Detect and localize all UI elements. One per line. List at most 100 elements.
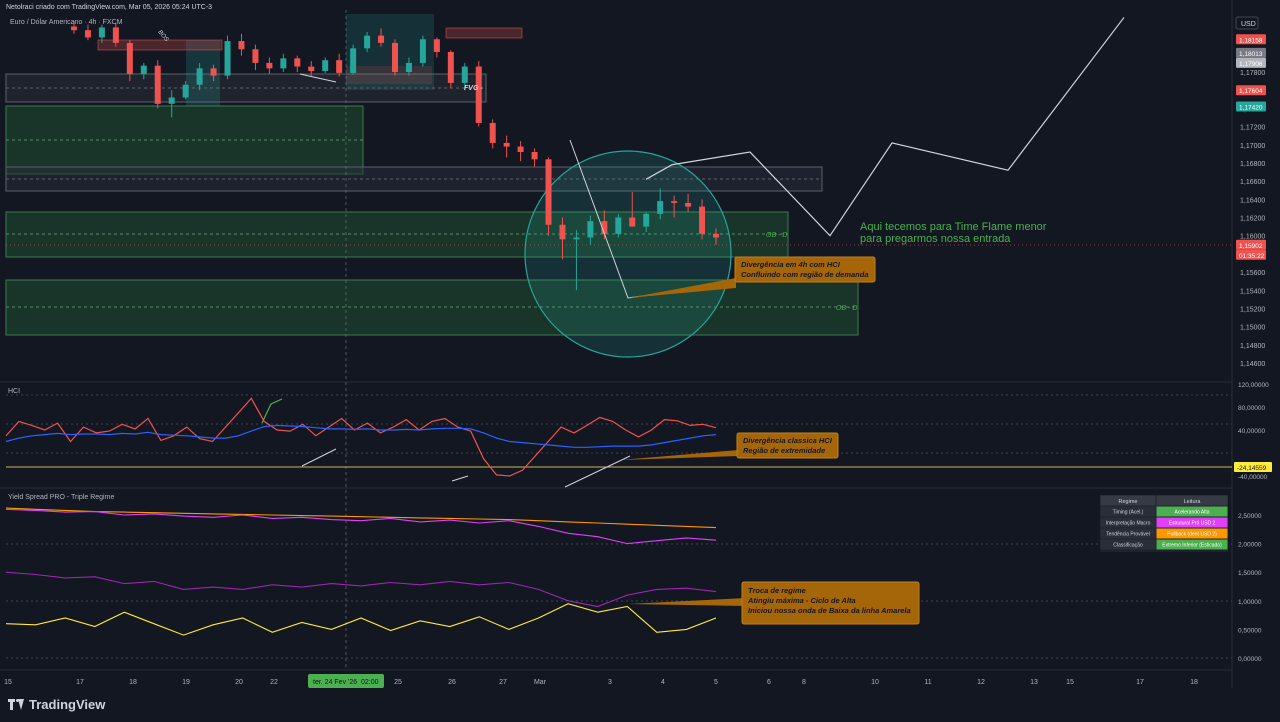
callout-box-1[interactable] bbox=[734, 256, 876, 283]
time-axis-label: 26 bbox=[448, 679, 456, 686]
crosshair-date: ter. 24 Fev '26 bbox=[313, 679, 357, 686]
yield-scale-label: 1,00000 bbox=[1238, 599, 1262, 606]
hci-scale-label: 120,00000 bbox=[1238, 382, 1269, 389]
table-label-cell bbox=[1100, 506, 1156, 517]
price-scale-label: 1,15400 bbox=[1240, 288, 1265, 295]
divergence-line-hci[interactable] bbox=[564, 455, 631, 488]
candle bbox=[671, 195, 678, 218]
hci-current-tag-text: -24,14559 bbox=[1237, 465, 1267, 472]
yield-scale-label: 1,50000 bbox=[1238, 570, 1262, 577]
price-scale-label: 1,17000 bbox=[1240, 143, 1265, 150]
price-scale-label: 1,14800 bbox=[1240, 343, 1265, 350]
table-row-value: Acelerando Alta bbox=[1174, 510, 1209, 516]
yield-series-orange bbox=[5, 507, 717, 529]
hci-scale-label: -40,00000 bbox=[1238, 474, 1268, 481]
yield-scale-label: 0,50000 bbox=[1238, 627, 1262, 634]
time-axis[interactable]: 15 17 18 19 20 22 25 26 27 Mar 3 4 5 6 8 10 11 12 13 15 17 18 bbox=[4, 679, 1198, 686]
candle-body bbox=[685, 202, 692, 207]
table-value-cell bbox=[1156, 506, 1228, 517]
hci-title[interactable]: HCI bbox=[8, 388, 20, 395]
candle-body bbox=[364, 35, 371, 49]
price-tag-text: 1,15902 bbox=[1239, 243, 1263, 250]
candle bbox=[587, 215, 594, 245]
candle bbox=[280, 53, 287, 72]
table-row-value: Estrutural Pró USD 2 bbox=[1169, 521, 1216, 527]
teal-box[interactable] bbox=[346, 14, 434, 90]
chart-canvas[interactable]: Divergência em 4h com HCI Confluindo com… bbox=[0, 0, 1280, 688]
yield-series-yellow bbox=[5, 603, 717, 636]
candle-body bbox=[447, 51, 454, 83]
candle bbox=[531, 148, 538, 167]
candle bbox=[112, 22, 119, 47]
time-axis-label: 17 bbox=[1136, 679, 1144, 686]
candle-body bbox=[615, 217, 622, 234]
price-tag-text: 1,17604 bbox=[1239, 88, 1263, 95]
candle-body bbox=[545, 159, 552, 225]
tradingview-brand: TradingView bbox=[29, 697, 106, 712]
time-axis-label: 22 bbox=[270, 679, 278, 686]
candle-body bbox=[308, 66, 315, 72]
candle-body bbox=[657, 201, 664, 214]
price-tag-text: 1,18158 bbox=[1239, 37, 1263, 44]
projection-path[interactable] bbox=[645, 17, 1125, 237]
candle bbox=[559, 217, 566, 260]
candle bbox=[378, 28, 385, 47]
price-tag bbox=[1236, 239, 1266, 250]
yield-scale-label: 2,00000 bbox=[1238, 542, 1262, 549]
candle-body bbox=[336, 60, 343, 73]
table-label-cell bbox=[1100, 539, 1156, 550]
yield-title[interactable]: Yield Spread PRO - Triple Regime bbox=[8, 494, 114, 501]
candle-body bbox=[629, 217, 636, 227]
currency-button[interactable] bbox=[1235, 16, 1259, 30]
time-axis-label: 5 bbox=[714, 679, 718, 686]
table-row-value: Pullback (dent USD 2) bbox=[1167, 532, 1217, 538]
table-row-label: Classificação bbox=[1113, 543, 1143, 549]
candles bbox=[71, 21, 719, 291]
candle bbox=[629, 192, 636, 227]
trendline-small-2[interactable] bbox=[451, 475, 469, 482]
callout-box-2[interactable] bbox=[736, 432, 839, 459]
callout-3-line-2: Atingiu máxima - Ciclo de Alta bbox=[747, 596, 856, 605]
candle bbox=[657, 188, 664, 220]
red-zone-3[interactable] bbox=[346, 66, 432, 84]
candle-body bbox=[210, 68, 217, 76]
time-axis-label: 4 bbox=[661, 679, 665, 686]
candle-body bbox=[112, 27, 119, 43]
candle-body bbox=[266, 62, 273, 69]
currency-label: USD bbox=[1241, 21, 1256, 28]
time-axis-label: 12 bbox=[977, 679, 985, 686]
candle-body bbox=[517, 146, 524, 153]
candle bbox=[685, 193, 692, 213]
red-zone[interactable] bbox=[97, 39, 223, 51]
trendline-top[interactable] bbox=[299, 73, 337, 83]
callout-2-line-2: Região de extremidade bbox=[743, 446, 825, 455]
price-scale-label: 1,14600 bbox=[1240, 361, 1265, 368]
demand-zone-upper[interactable] bbox=[5, 105, 364, 175]
callout-1-line-2: Confluindo com região de demanda bbox=[741, 270, 869, 279]
trendline-small[interactable] bbox=[301, 448, 337, 467]
candle-body bbox=[671, 201, 678, 203]
tradingview-logo[interactable]: TradingView bbox=[8, 697, 105, 712]
crosshair-time-label bbox=[308, 674, 384, 688]
candle-body bbox=[154, 65, 161, 104]
candle-body bbox=[475, 66, 482, 123]
hci-lines bbox=[5, 397, 717, 477]
candle-body bbox=[392, 42, 398, 72]
candle-body bbox=[238, 41, 245, 50]
candle-body bbox=[350, 48, 357, 73]
callout-pointer-1 bbox=[628, 278, 736, 298]
price-axis[interactable]: USD1,178001,176001,174001,172001,170001,… bbox=[1234, 16, 1272, 663]
price-tag-text: 1,17906 bbox=[1239, 61, 1263, 68]
candle bbox=[350, 44, 357, 75]
candle bbox=[489, 119, 496, 149]
callout-box-3[interactable] bbox=[741, 581, 920, 625]
red-zone-2[interactable] bbox=[445, 27, 523, 39]
symbol-title[interactable]: Euro / Dólar Americano · 4h · FXCM bbox=[10, 19, 123, 26]
time-axis-label: 15 bbox=[1066, 679, 1074, 686]
price-tag-text: 01:35:22 bbox=[1239, 253, 1265, 260]
candle bbox=[140, 62, 147, 80]
candle-body bbox=[126, 42, 133, 74]
highlight-circle[interactable] bbox=[524, 150, 732, 358]
candle bbox=[475, 61, 482, 127]
candle bbox=[71, 21, 77, 34]
